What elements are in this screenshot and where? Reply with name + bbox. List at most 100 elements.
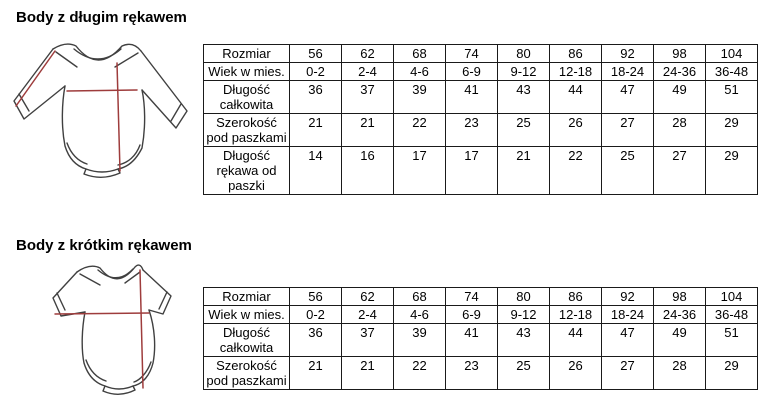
cell-value: 22 <box>549 146 602 195</box>
cell-value: 62 <box>341 44 394 63</box>
cell-value: 14 <box>289 146 342 195</box>
cell-value: 27 <box>601 113 654 147</box>
cell-value: 24-36 <box>653 62 706 81</box>
row-label: Długość całkowita <box>203 80 290 114</box>
cell-value: 27 <box>601 356 654 390</box>
row-label: Wiek w mies. <box>203 62 290 81</box>
cell-value: 2-4 <box>341 305 394 324</box>
cell-value: 9-12 <box>497 305 550 324</box>
cell-value: 4-6 <box>393 305 446 324</box>
cell-value: 21 <box>341 113 394 147</box>
cell-value: 25 <box>497 113 550 147</box>
cell-value: 29 <box>705 113 758 147</box>
table-row: Wiek w mies. 0-2 2-4 4-6 6-9 9-12 12-18 18-24 24… <box>203 305 758 324</box>
cell-value: 74 <box>445 287 498 306</box>
cell-value: 21 <box>497 146 550 195</box>
cell-value: 56 <box>289 287 342 306</box>
cell-value: 44 <box>549 80 602 114</box>
row-label: Rozmiar <box>203 287 290 306</box>
cell-value: 29 <box>705 146 758 195</box>
bodysuit-outline <box>13 43 188 178</box>
table-row: Rozmiar 56 62 68 74 80 86 92 98 104 <box>203 44 758 63</box>
row-label: Długość całkowita <box>203 323 290 357</box>
size-table-long-sleeve: Rozmiar 56 62 68 74 80 86 92 98 104 Wiek w mies. 0-… <box>203 44 758 195</box>
short-sleeve-bodysuit-diagram <box>52 264 172 395</box>
row-label: Szerokość pod paszkami <box>203 356 290 390</box>
cell-value: 68 <box>393 44 446 63</box>
section-title-long-sleeve: Body z długim rękawem <box>16 9 187 26</box>
cell-value: 86 <box>549 44 602 63</box>
cell-value: 16 <box>341 146 394 195</box>
cell-value: 37 <box>341 323 394 357</box>
table-row: Długość całkowita 36 37 39 41 43 44 47 49 51 <box>203 323 758 357</box>
cell-value: 43 <box>497 80 550 114</box>
chest-width-line <box>54 312 150 315</box>
cell-value: 62 <box>341 287 394 306</box>
row-label: Długość rękawa od paszki <box>203 146 290 195</box>
cell-value: 104 <box>705 287 758 306</box>
cell-value: 28 <box>653 356 706 390</box>
cell-value: 98 <box>653 44 706 63</box>
cell-value: 6-9 <box>445 305 498 324</box>
cell-value: 41 <box>445 80 498 114</box>
cell-value: 9-12 <box>497 62 550 81</box>
chest-width-line <box>66 89 138 92</box>
cell-value: 49 <box>653 323 706 357</box>
cell-value: 21 <box>289 356 342 390</box>
cell-value: 18-24 <box>601 305 654 324</box>
table-row: Długość całkowita 36 37 39 41 43 44 47 49 51 <box>203 80 758 114</box>
table-row: Wiek w mies. 0-2 2-4 4-6 6-9 9-12 12-18 18-24 24… <box>203 62 758 81</box>
cell-value: 26 <box>549 356 602 390</box>
cell-value: 92 <box>601 287 654 306</box>
long-sleeve-bodysuit-diagram <box>13 43 188 178</box>
cell-value: 80 <box>497 287 550 306</box>
cell-value: 104 <box>705 44 758 63</box>
row-label: Wiek w mies. <box>203 305 290 324</box>
bodysuit-outline <box>52 264 172 395</box>
table-row: Długość rękawa od paszki 14 16 17 17 21 22 25 27… <box>203 146 758 195</box>
cell-value: 92 <box>601 44 654 63</box>
cell-value: 36-48 <box>705 305 758 324</box>
table-row: Szerokość pod paszkami 21 21 22 23 25 26 27 28 29 <box>203 113 758 147</box>
cell-value: 26 <box>549 113 602 147</box>
cell-value: 17 <box>445 146 498 195</box>
cell-value: 25 <box>601 146 654 195</box>
cell-value: 23 <box>445 113 498 147</box>
cell-value: 80 <box>497 44 550 63</box>
cell-value: 12-18 <box>549 62 602 81</box>
cell-value: 36 <box>289 323 342 357</box>
cell-value: 47 <box>601 80 654 114</box>
cell-value: 6-9 <box>445 62 498 81</box>
cell-value: 36 <box>289 80 342 114</box>
cell-value: 47 <box>601 323 654 357</box>
table-row: Rozmiar 56 62 68 74 80 86 92 98 104 <box>203 287 758 306</box>
row-label: Szerokość pod paszkami <box>203 113 290 147</box>
measurement-lines <box>15 50 138 172</box>
cell-value: 21 <box>341 356 394 390</box>
measurement-lines <box>54 269 150 389</box>
total-length-line <box>116 62 121 172</box>
cell-value: 51 <box>705 80 758 114</box>
cell-value: 56 <box>289 44 342 63</box>
cell-value: 18-24 <box>601 62 654 81</box>
cell-value: 39 <box>393 80 446 114</box>
total-length-line <box>139 269 144 389</box>
size-table-short-sleeve: Rozmiar 56 62 68 74 80 86 92 98 104 Wiek w mies. 0-… <box>203 287 758 390</box>
cell-value: 51 <box>705 323 758 357</box>
cell-value: 0-2 <box>289 62 342 81</box>
cell-value: 17 <box>393 146 446 195</box>
cell-value: 4-6 <box>393 62 446 81</box>
cell-value: 21 <box>289 113 342 147</box>
cell-value: 24-36 <box>653 305 706 324</box>
cell-value: 23 <box>445 356 498 390</box>
cell-value: 25 <box>497 356 550 390</box>
cell-value: 22 <box>393 356 446 390</box>
sleeve-length-line <box>15 50 56 107</box>
cell-value: 2-4 <box>341 62 394 81</box>
cell-value: 39 <box>393 323 446 357</box>
cell-value: 74 <box>445 44 498 63</box>
cell-value: 37 <box>341 80 394 114</box>
cell-value: 41 <box>445 323 498 357</box>
section-title-short-sleeve: Body z krótkim rękawem <box>16 237 192 254</box>
cell-value: 12-18 <box>549 305 602 324</box>
